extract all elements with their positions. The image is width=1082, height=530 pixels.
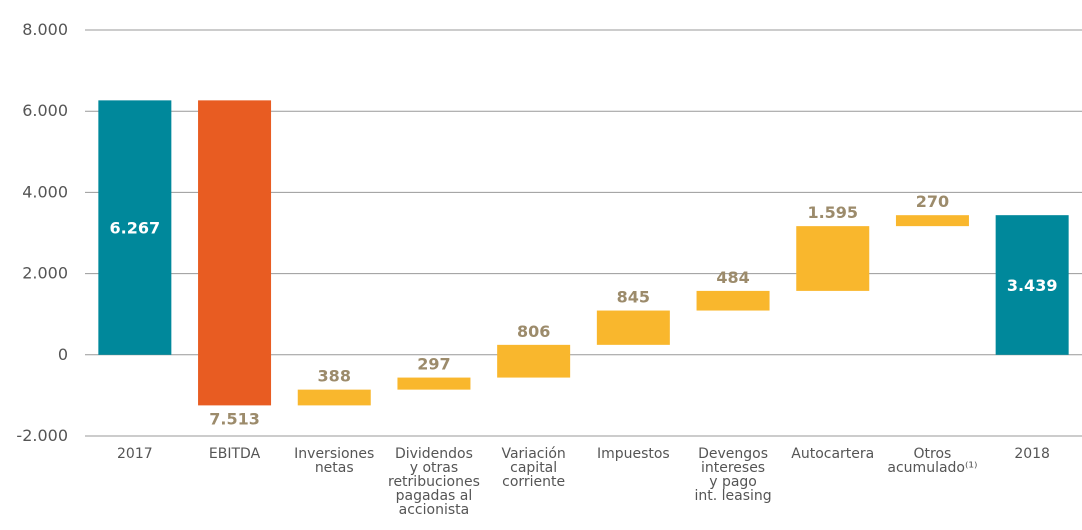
x-tick-line: y pago (709, 474, 757, 490)
bar (796, 226, 870, 291)
x-tick-label: Devengos intereses y pago int. leasing (694, 446, 771, 504)
x-tick-line: capital (510, 460, 557, 476)
bar (397, 377, 471, 390)
value-label: 6.267 (110, 219, 161, 238)
x-tick-line: acumulado⁽¹⁾ (887, 460, 977, 476)
bar (198, 100, 272, 406)
x-tick-line: 2017 (117, 446, 153, 462)
x-tick-label: Variación capital corriente (501, 446, 565, 490)
x-tick-line: accionista (399, 502, 470, 518)
x-tick-line: corriente (502, 474, 565, 490)
x-tick-label: Otros acumulado⁽¹⁾ (887, 446, 977, 476)
x-tick-label: 2017 (117, 446, 153, 462)
x-tick-label: Autocartera (791, 446, 874, 462)
x-tick-label: 2018 (1014, 446, 1050, 462)
x-tick-line: Devengos (698, 446, 768, 462)
value-label: 806 (517, 322, 550, 341)
x-tick-line: 2018 (1014, 446, 1050, 462)
bar (995, 215, 1069, 355)
value-label: 297 (417, 355, 450, 374)
value-label: 270 (916, 192, 949, 211)
x-tick-line: retribuciones (388, 474, 480, 490)
x-tick-line: Autocartera (791, 446, 874, 462)
x-tick-label: Inversiones netas (294, 446, 374, 476)
y-tick-label: 8.000 (22, 20, 68, 39)
x-tick-line: pagadas al (396, 488, 473, 504)
bar (98, 100, 172, 355)
x-tick-line: Variación (501, 446, 565, 462)
x-tick-line: intereses (701, 460, 765, 476)
bar (596, 310, 670, 345)
y-tick-label: 6.000 (22, 101, 68, 120)
bar (696, 290, 770, 311)
y-tick-label: 2.000 (22, 264, 68, 283)
x-tick-label: Dividendos y otras retribuciones pagadas al… (388, 446, 480, 518)
value-label: 388 (318, 367, 351, 386)
x-tick-label: Impuestos (597, 446, 670, 462)
x-tick-line: Impuestos (597, 446, 670, 462)
x-tick-line: Dividendos (395, 446, 473, 462)
bar (297, 389, 371, 406)
x-tick-line: EBITDA (209, 446, 261, 462)
value-label: 1.595 (807, 203, 858, 222)
y-tick-label: 4.000 (22, 182, 68, 201)
value-label: 7.513 (209, 409, 260, 428)
y-tick-label: 0 (58, 345, 68, 364)
x-tick-line: y otras (410, 460, 458, 476)
x-tick-line: netas (315, 460, 354, 476)
value-label: 3.439 (1007, 276, 1058, 295)
value-label: 845 (617, 288, 650, 307)
x-tick-line: int. leasing (694, 488, 771, 504)
value-label: 484 (716, 268, 749, 287)
y-tick-label: -2.000 (16, 426, 68, 445)
x-tick-line: Inversiones (294, 446, 374, 462)
bar (895, 215, 969, 227)
bar (497, 344, 571, 378)
x-tick-line: Otros (914, 446, 952, 462)
x-tick-label: EBITDA (209, 446, 261, 462)
